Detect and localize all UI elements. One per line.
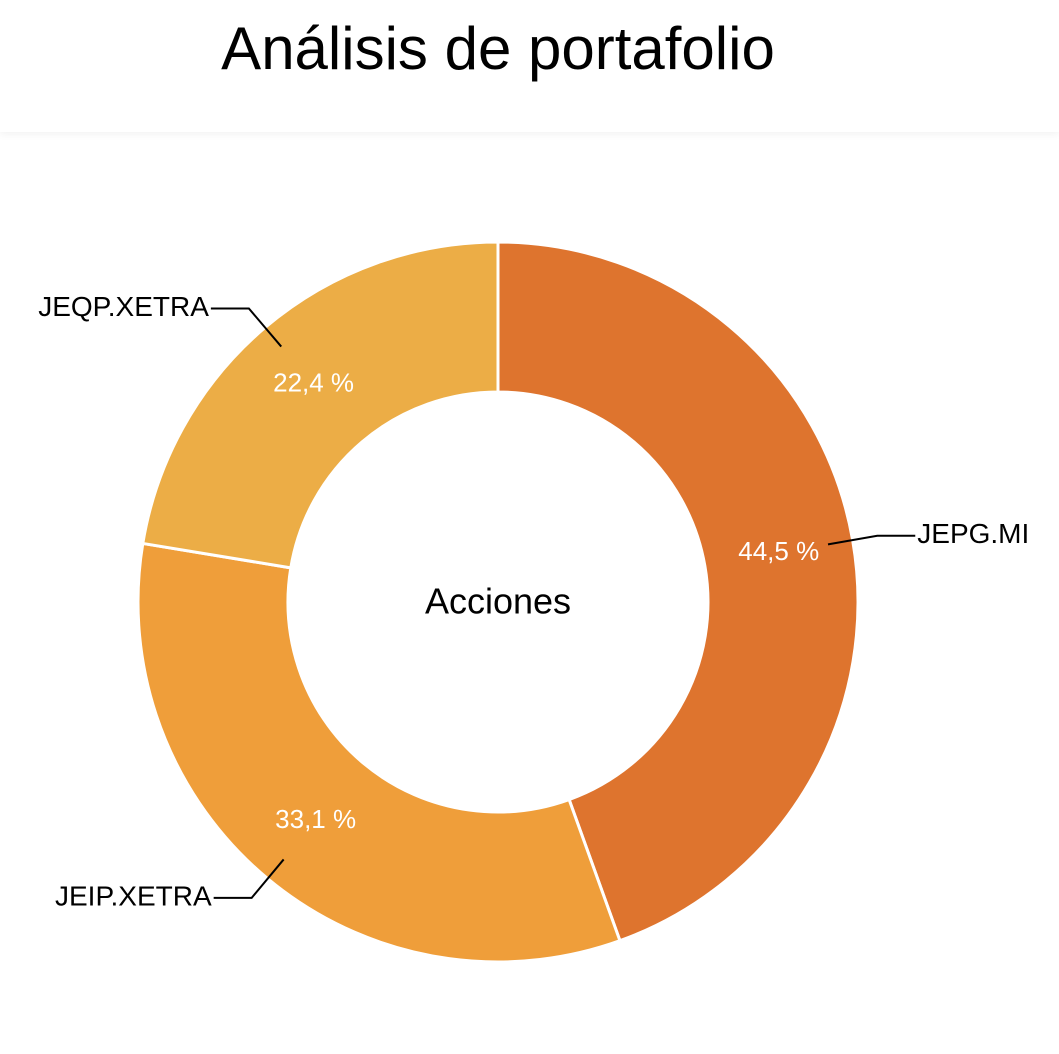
leader-line	[213, 858, 285, 899]
center-label: Acciones	[425, 581, 571, 622]
category-label: JEPG.MI	[917, 518, 1029, 549]
donut-slice	[496, 240, 860, 943]
leader-line	[827, 534, 916, 546]
header: Análisis de portafolio	[0, 0, 1059, 132]
value-label: 44,5 %	[738, 536, 819, 566]
donut-slice	[136, 541, 622, 964]
value-label: 22,4 %	[273, 368, 354, 398]
leader-line	[210, 307, 282, 348]
page-title: Análisis de portafolio	[221, 15, 775, 82]
donut-slice	[141, 240, 500, 570]
category-label: JEIP.XETRA	[55, 880, 212, 911]
category-label: JEQP.XETRA	[38, 291, 209, 322]
value-label: 33,1 %	[275, 804, 356, 834]
